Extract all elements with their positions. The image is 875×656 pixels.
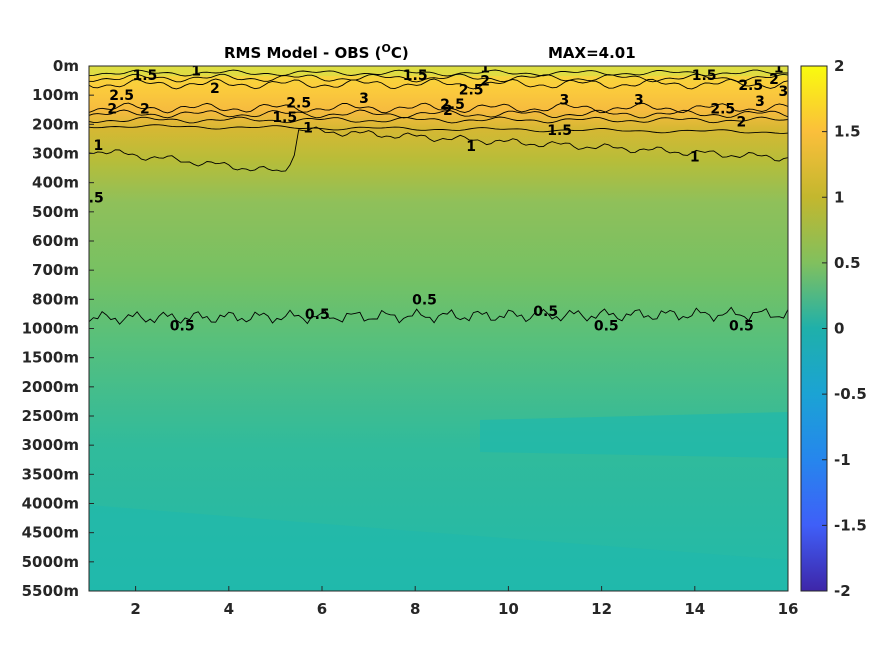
y-axis: 0m 100m 200m 300m 400m 500m 600m 700m 800m 1000m 1… (22, 57, 94, 600)
colorbar-tick-label: 0 (834, 320, 844, 338)
contour-line-1-5 (89, 124, 788, 134)
contour-label: 2 (107, 101, 117, 117)
x-tick-label: 2 (130, 600, 140, 618)
contour-label: 0.5 (170, 319, 195, 335)
contour-label: 1 (303, 120, 313, 136)
y-tick-label: 200m (32, 115, 79, 133)
contour-label: 2 (769, 72, 779, 88)
contour-line-2-5-upper (89, 73, 788, 83)
contour-line-3-lower (89, 102, 788, 114)
contour-label: 0.5 (412, 292, 437, 308)
deep-anomaly-patch (480, 412, 788, 458)
contour-label: 1.5 (133, 68, 158, 84)
contour-label: 1.5 (692, 68, 717, 84)
contour-label: 3 (359, 91, 369, 107)
colorbar-tick-label: -1 (834, 451, 851, 469)
x-tick-label: 8 (410, 600, 420, 618)
y-tick-label: 2000m (22, 378, 79, 396)
abyssal-patch (89, 505, 788, 591)
y-tick-label: 800m (32, 290, 79, 308)
y-tick-label: 3000m (22, 436, 79, 454)
colorbar-tick-label: -0.5 (834, 385, 867, 403)
max-value-label: MAX=4.01 (548, 44, 636, 62)
contour-label: 2.5 (710, 101, 735, 117)
contour-label: 0.5 (594, 319, 619, 335)
contour-label: 2 (210, 81, 220, 97)
colorbar-tick-label: -1.5 (834, 516, 867, 534)
contour-label: 1 (93, 138, 103, 154)
y-tick-label: 5500m (22, 582, 79, 600)
contour-label: 2 (443, 103, 453, 119)
contour-label: 2.5 (459, 82, 484, 98)
y-tick-label: 3500m (22, 465, 79, 483)
y-tick-label: 4000m (22, 495, 79, 513)
x-tick-label: 4 (224, 600, 234, 618)
y-tick-label: 400m (32, 174, 79, 192)
y-tick-label: 1000m (22, 320, 79, 338)
contour-line-1 (89, 126, 788, 172)
colorbar-tick-label: 0.5 (834, 254, 861, 272)
contour-label: 1 (690, 149, 700, 165)
contour-label: 2.5 (738, 78, 763, 94)
contour-line-3-upper (89, 78, 788, 90)
contour-label: 2.5 (286, 95, 311, 111)
contour-label: 2 (480, 74, 490, 90)
contour-label: 3 (634, 93, 644, 109)
contour-label: 1 (466, 139, 476, 155)
contour-line-0-5 (89, 306, 788, 325)
contour-label: 0.5 (533, 304, 558, 320)
contour-label: 3 (559, 93, 569, 109)
contour-label: 2 (737, 114, 747, 130)
y-tick-label: 600m (32, 232, 79, 250)
y-tick-label: 500m (32, 203, 79, 221)
colorbar-tick-label: 2 (834, 57, 844, 75)
y-tick-label: 2500m (22, 407, 79, 425)
x-tick-label: 16 (778, 600, 799, 618)
contour-label: 1.5 (272, 110, 297, 126)
contour-label: 0.5 (729, 319, 754, 335)
colorbar-ticks: 2 1.5 1 0.5 0 -0.5 -1 -1.5 -2 (822, 57, 867, 600)
contour-line-2-lower (89, 116, 788, 124)
contour-label: 3 (778, 84, 788, 100)
colorbar-tick-label: 1.5 (834, 123, 861, 141)
contour-label: 1.5 (403, 68, 428, 84)
surface-band (89, 66, 788, 76)
contour-line-2-5-lower (89, 109, 788, 119)
contour-line-2-upper (89, 69, 788, 77)
contour-label: 1.5 (547, 123, 572, 139)
y-tick-label: 1500m (22, 349, 79, 367)
x-axis: 2 4 6 8 10 12 14 16 (130, 586, 798, 618)
contour-label: 0.5 (79, 190, 104, 206)
y-tick-label: 100m (32, 86, 79, 104)
x-tick-label: 6 (317, 600, 327, 618)
y-tick-label: 300m (32, 145, 79, 163)
contour-label: 1 (191, 63, 201, 79)
contour-label: 2 (140, 101, 150, 117)
colorbar-tick-label: -2 (834, 582, 851, 600)
x-tick-label: 12 (591, 600, 612, 618)
contour-label: 1 (480, 60, 490, 76)
x-tick-label: 14 (684, 600, 705, 618)
contour-label: 3 (755, 94, 765, 110)
contour-label: 0.5 (305, 307, 330, 323)
x-tick-label: 10 (498, 600, 519, 618)
y-tick-label: 700m (32, 261, 79, 279)
contour-label: 2.5 (440, 97, 465, 113)
chart-title: RMS Model - OBS (OC) (224, 42, 409, 62)
contour-label: 1 (774, 60, 784, 76)
y-tick-label: 4500m (22, 524, 79, 542)
y-tick-label: 0m (53, 57, 79, 75)
heatmap-field (89, 66, 788, 591)
contour-label: 2.5 (109, 88, 134, 104)
y-tick-label: 5000m (22, 553, 79, 571)
contour-lines (89, 69, 788, 325)
colorbar-tick-label: 1 (834, 188, 844, 206)
